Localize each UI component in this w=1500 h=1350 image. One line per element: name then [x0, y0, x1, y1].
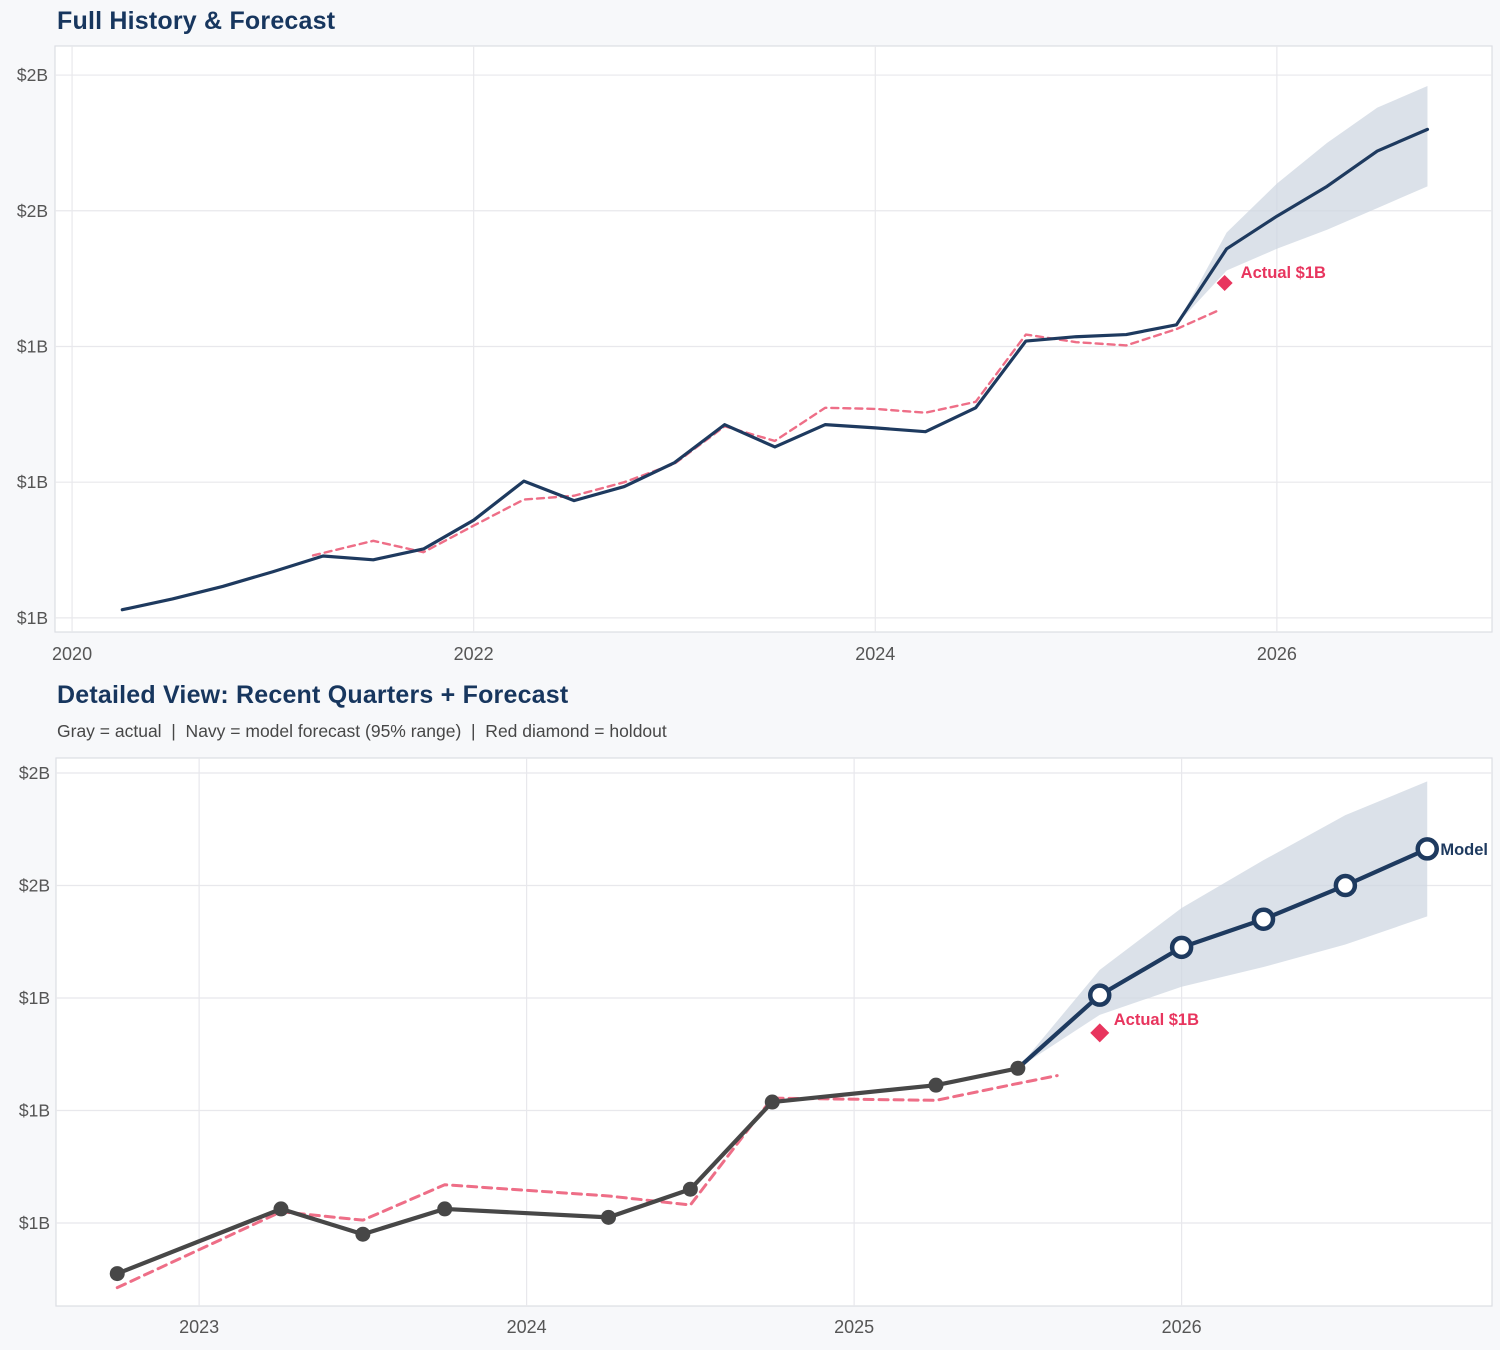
holdout-diamond: [1090, 1023, 1110, 1043]
y-tick-label: $2B: [19, 763, 50, 783]
x-tick-label: 2020: [52, 644, 92, 664]
chart-detailed-recent-quarters: 2023 2024 2025 2026 $1B $1B $1B $2B $2B Actual $1…: [19, 757, 1493, 1337]
actual-point: [273, 1201, 289, 1217]
top-chart-title: Full History & Forecast: [57, 7, 336, 35]
holdout-label: Actual $1B: [1114, 1011, 1199, 1029]
actual-point: [600, 1209, 616, 1225]
model-label: Model: [1440, 841, 1488, 859]
x-tick-label: 2024: [507, 1317, 547, 1337]
bottom-chart-title: Detailed View: Recent Quarters + Forecas…: [57, 681, 569, 709]
confidence-band: [1017, 781, 1428, 1069]
y-tick-label: $2B: [19, 875, 50, 895]
y-tick-label: $2B: [17, 201, 48, 221]
plot-area: [55, 757, 1493, 1307]
actual-point: [355, 1226, 371, 1242]
y-tick-label: $1B: [17, 336, 48, 356]
actual-point: [764, 1094, 780, 1110]
holdout-diamond: [1216, 274, 1233, 291]
y-tick-label: $1B: [19, 988, 50, 1008]
y-tick-label: $1B: [17, 608, 48, 628]
forecast-point: [1251, 907, 1276, 931]
x-tick-label: 2023: [179, 1317, 219, 1337]
actual-point: [109, 1266, 125, 1282]
y-tick-label: $1B: [17, 472, 48, 492]
x-tick-label: 2026: [1257, 644, 1297, 664]
history-forecast-line: [120, 127, 1430, 612]
forecast-line: [1015, 846, 1430, 1071]
x-tick-label: 2022: [454, 644, 494, 664]
y-tick-label: $1B: [19, 1100, 50, 1120]
forecast-point: [1415, 837, 1439, 861]
forecast-point: [1087, 983, 1112, 1007]
holdout-label: Actual $1B: [1241, 264, 1326, 282]
bottom-chart-legend-subtitle: Gray = actual | Navy = model forecast (9…: [57, 721, 667, 741]
y-tick-label: $2B: [17, 65, 48, 85]
actual-point: [928, 1077, 944, 1093]
x-tick-label: 2026: [1162, 1317, 1202, 1337]
actual-point: [1010, 1060, 1026, 1076]
trend-line: [115, 1074, 1059, 1290]
actual-point: [437, 1201, 453, 1217]
chart-full-history-forecast: 2020 2022 2024 2026 $1B $1B $1B $2B $2B Actual $1…: [17, 45, 1493, 664]
plot-area: [54, 45, 1493, 633]
actual-point: [682, 1181, 698, 1197]
y-tick-label: $1B: [19, 1213, 50, 1233]
confidence-band: [1176, 85, 1428, 325]
trend-line: [311, 310, 1218, 557]
forecast-point: [1333, 873, 1358, 898]
x-tick-label: 2024: [855, 644, 895, 664]
x-tick-label: 2025: [834, 1317, 874, 1337]
forecast-point: [1169, 935, 1194, 960]
